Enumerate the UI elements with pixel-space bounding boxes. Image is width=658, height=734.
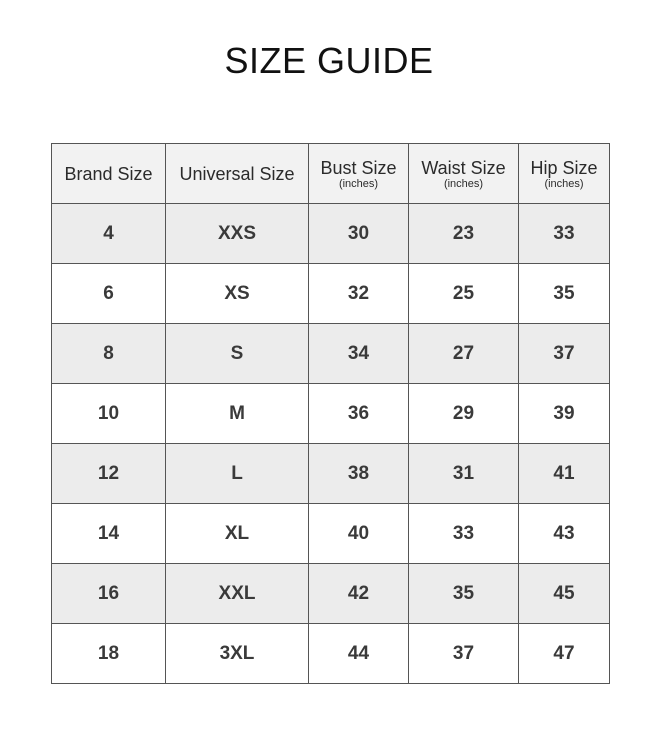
column-header: Hip Size (inches) [518,143,610,204]
table-cell: S [165,323,309,384]
table-cell: 36 [308,383,409,444]
size-guide-table: Brand Size Universal Size Bust Size (inches… [51,143,610,684]
column-header: Universal Size [165,143,309,204]
table-cell: 23 [408,203,519,264]
column-header-label: Universal Size [179,163,295,184]
table-cell: 6 [51,263,166,324]
table-cell: 45 [518,563,610,624]
column-header: Brand Size [51,143,166,204]
table-row: 14 XL 40 33 43 [51,503,610,564]
table-cell: 43 [518,503,610,564]
header-row: Brand Size Universal Size Bust Size (inches… [51,143,610,204]
table-cell: 42 [308,563,409,624]
column-header-unit: (inches) [544,177,584,190]
table-cell: 29 [408,383,519,444]
column-header-unit: (inches) [443,177,484,190]
table-cell: 40 [308,503,409,564]
table-row: 12 L 38 31 41 [51,443,610,504]
table-cell: 25 [408,263,519,324]
table-cell: L [165,443,309,504]
table-row: 4 XXS 30 23 33 [51,203,610,264]
page-title: SIZE GUIDE [224,40,434,81]
table-cell: 12 [51,443,166,504]
table-cell: 4 [51,203,166,264]
table-cell: 10 [51,383,166,444]
table-cell: XXS [165,203,309,264]
table-cell: 39 [518,383,610,444]
column-header-label: Waist Size [421,157,506,178]
table-cell: M [165,383,309,444]
table-cell: 30 [308,203,409,264]
table-cell: 27 [408,323,519,384]
table-cell: 16 [51,563,166,624]
column-header-label: Brand Size [64,163,153,184]
table-cell: 35 [408,563,519,624]
table-cell: 44 [308,623,409,684]
table-cell: 8 [51,323,166,384]
table-row: 18 3XL 44 37 47 [51,623,610,684]
table-cell: 18 [51,623,166,684]
table-row: 6 XS 32 25 35 [51,263,610,324]
table-cell: 33 [518,203,610,264]
table-row: 16 XXL 42 35 45 [51,563,610,624]
column-header-label: Hip Size [530,157,598,178]
table-cell: XXL [165,563,309,624]
column-header: Bust Size (inches) [308,143,409,204]
table-cell: 33 [408,503,519,564]
column-header-unit: (inches) [338,177,379,190]
table-cell: 37 [518,323,610,384]
table-cell: XL [165,503,309,564]
table-cell: 32 [308,263,409,324]
table-cell: 14 [51,503,166,564]
table-cell: XS [165,263,309,324]
table-cell: 37 [408,623,519,684]
table-row: 10 M 36 29 39 [51,383,610,444]
table-cell: 38 [308,443,409,504]
table-cell: 47 [518,623,610,684]
table-row: 8 S 34 27 37 [51,323,610,384]
column-header: Waist Size (inches) [408,143,519,204]
table-cell: 35 [518,263,610,324]
table-cell: 34 [308,323,409,384]
table-cell: 3XL [165,623,309,684]
table-cell: 31 [408,443,519,504]
table-cell: 41 [518,443,610,504]
column-header-label: Bust Size [320,157,397,178]
